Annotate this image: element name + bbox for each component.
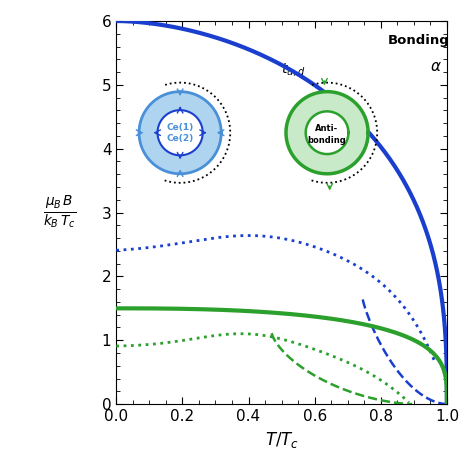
Text: Anti-: Anti-	[315, 124, 339, 133]
Text: Ce(1): Ce(1)	[166, 123, 194, 132]
X-axis label: $T/T_c$: $T/T_c$	[264, 429, 299, 449]
Y-axis label: $\frac{\mu_B\,B}{k_B\,T_c}$: $\frac{\mu_B\,B}{k_B\,T_c}$	[44, 195, 76, 230]
Text: Ce(2): Ce(2)	[166, 135, 194, 143]
Text: $\alpha$: $\alpha$	[430, 59, 442, 74]
Text: $t_{u,d}$: $t_{u,d}$	[281, 61, 306, 78]
Circle shape	[157, 110, 203, 155]
Text: bonding: bonding	[308, 136, 346, 145]
Text: Bonding: Bonding	[387, 35, 449, 47]
Circle shape	[306, 111, 348, 154]
Circle shape	[139, 91, 221, 174]
Circle shape	[286, 91, 368, 174]
